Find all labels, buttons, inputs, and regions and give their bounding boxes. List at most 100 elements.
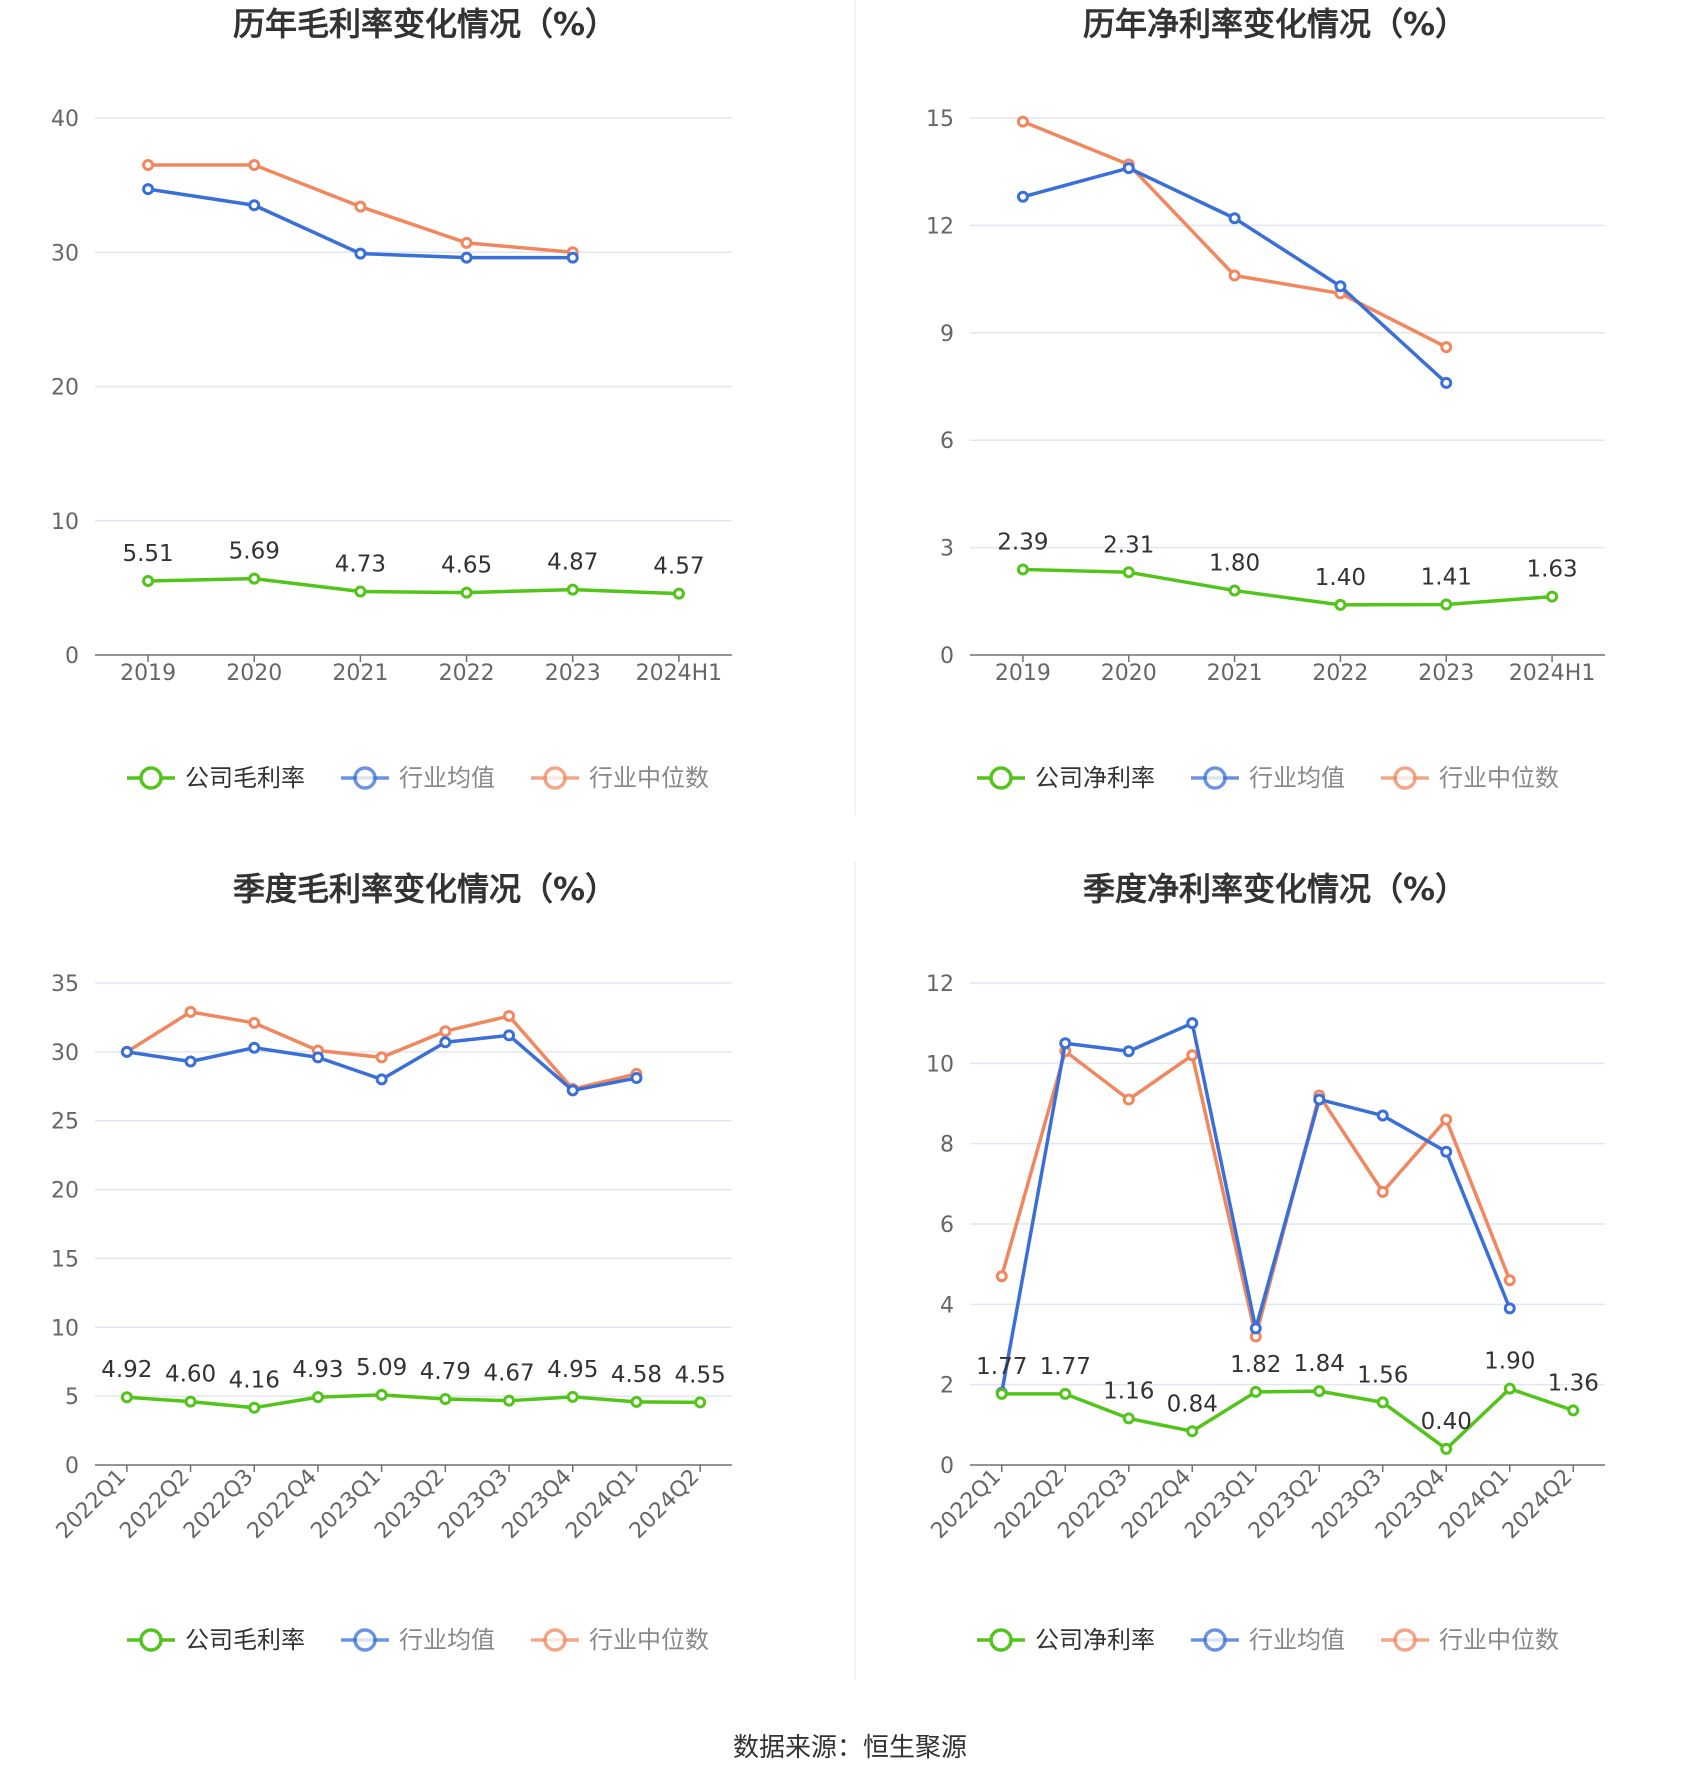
legend-marker-icon [989,766,1013,790]
data-point-company [184,1395,197,1408]
data-label: 0.84 [1167,1391,1218,1417]
data-point-avg [1313,1093,1326,1106]
data-label: 4.79 [420,1359,471,1385]
data-label: 4.57 [653,554,704,580]
legend-item-avg: 行业均值 [341,764,495,792]
chart-title: 历年净利率变化情况（%） [1083,5,1467,43]
data-point-median [1376,1185,1389,1198]
x-tick-label: 2023Q3 [1308,1465,1387,1544]
data-point-company [1440,1442,1453,1455]
x-tick-label: 2019 [120,661,176,686]
chart-title: 历年毛利率变化情况（%） [233,5,617,43]
data-label: 4.73 [335,551,386,577]
data-point-company [1567,1404,1580,1417]
legend-item-median: 行业中位数 [1381,1626,1559,1654]
y-tick-label: 3 [940,537,954,562]
data-point-company [311,1391,324,1404]
y-tick-label: 10 [51,1316,79,1341]
y-tick-label: 20 [51,376,79,401]
x-tick-label: 2022 [1312,661,1368,686]
data-point-median [439,1025,452,1038]
data-point-company [354,585,367,598]
legend-marker-icon [543,1628,567,1652]
data-point-avg [1122,162,1135,175]
data-label: 4.67 [483,1361,534,1387]
data-point-avg [503,1029,516,1042]
legend-item-company: 公司毛利率 [127,1626,305,1654]
y-tick-label: 6 [940,429,954,454]
x-tick-label: 2023 [1418,661,1474,686]
x-tick-label: 2024H1 [1509,661,1596,686]
data-point-avg [142,183,155,196]
legend-label: 行业中位数 [589,764,709,792]
legend-label: 行业中位数 [1439,764,1559,792]
data-point-avg [375,1073,388,1086]
data-label: 2.39 [997,529,1048,555]
data-point-avg [1016,190,1029,203]
data-point-avg [120,1045,133,1058]
y-tick-label: 12 [926,214,954,239]
series-line-company [126,1393,701,1410]
x-tick-label: 2022Q3 [1054,1465,1133,1544]
data-point-company [142,575,155,588]
x-tick-label: 2023Q2 [1244,1465,1323,1544]
x-tick-label: 2024Q2 [625,1465,704,1544]
data-point-median [248,1016,261,1029]
legend-marker-icon [1203,766,1227,790]
x-tick-label: 2023Q2 [370,1465,449,1544]
data-label: 1.77 [976,1354,1027,1380]
data-label: 4.92 [101,1357,152,1383]
legend-label: 公司毛利率 [185,1626,305,1654]
legend-item-avg: 行业均值 [1191,1626,1345,1654]
data-point-median [1122,1093,1135,1106]
data-point-company [1313,1385,1326,1398]
data-label: 4.95 [547,1357,598,1383]
data-point-avg [184,1055,197,1068]
data-point-company [1546,590,1559,603]
data-point-avg [1228,212,1241,225]
x-tick-label: 2019 [995,661,1051,686]
x-tick-label: 2023Q4 [498,1465,577,1544]
legend-item-median: 行业中位数 [531,1626,709,1654]
legend-label: 行业均值 [1249,1626,1345,1654]
data-label: 4.60 [165,1362,216,1388]
y-tick-label: 40 [51,107,79,132]
y-tick-label: 0 [65,1454,79,1479]
data-label: 1.90 [1484,1349,1535,1375]
y-tick-label: 10 [926,1052,954,1077]
data-label: 1.16 [1103,1378,1154,1404]
data-point-avg [311,1051,324,1064]
data-label: 2.31 [1103,532,1154,558]
legend-label: 公司净利率 [1035,764,1155,792]
data-point-company [248,572,261,585]
legend-label: 行业均值 [1249,764,1345,792]
data-point-company [439,1393,452,1406]
series-line-company [1022,567,1553,607]
legend-marker-icon [1393,1628,1417,1652]
data-point-company [1440,598,1453,611]
legend-marker-icon [1393,766,1417,790]
legend-marker-icon [989,1628,1013,1652]
data-point-avg [354,247,367,260]
x-tick-label: 2023Q1 [1181,1465,1260,1544]
legend-item-avg: 行业均值 [1191,764,1345,792]
x-tick-label: 2021 [332,661,388,686]
x-tick-label: 2023Q3 [434,1465,513,1544]
x-tick-label: 2023Q1 [306,1465,385,1544]
chart-title: 季度净利率变化情况（%） [1083,870,1467,908]
data-point-company [1228,584,1241,597]
x-tick-label: 2024H1 [636,661,723,686]
data-point-median [248,158,261,171]
legend-item-company: 公司净利率 [977,1626,1155,1654]
data-point-median [1228,269,1241,282]
x-tick-label: 2020 [1101,661,1157,686]
legend-item-median: 行业中位数 [1381,764,1559,792]
y-tick-label: 30 [51,241,79,266]
x-tick-label: 2023Q4 [1371,1465,1450,1544]
data-point-avg [566,1084,579,1097]
data-point-median [375,1051,388,1064]
legend-item-median: 行业中位数 [531,764,709,792]
y-tick-label: 35 [51,972,79,997]
series-line-median [1022,119,1448,349]
